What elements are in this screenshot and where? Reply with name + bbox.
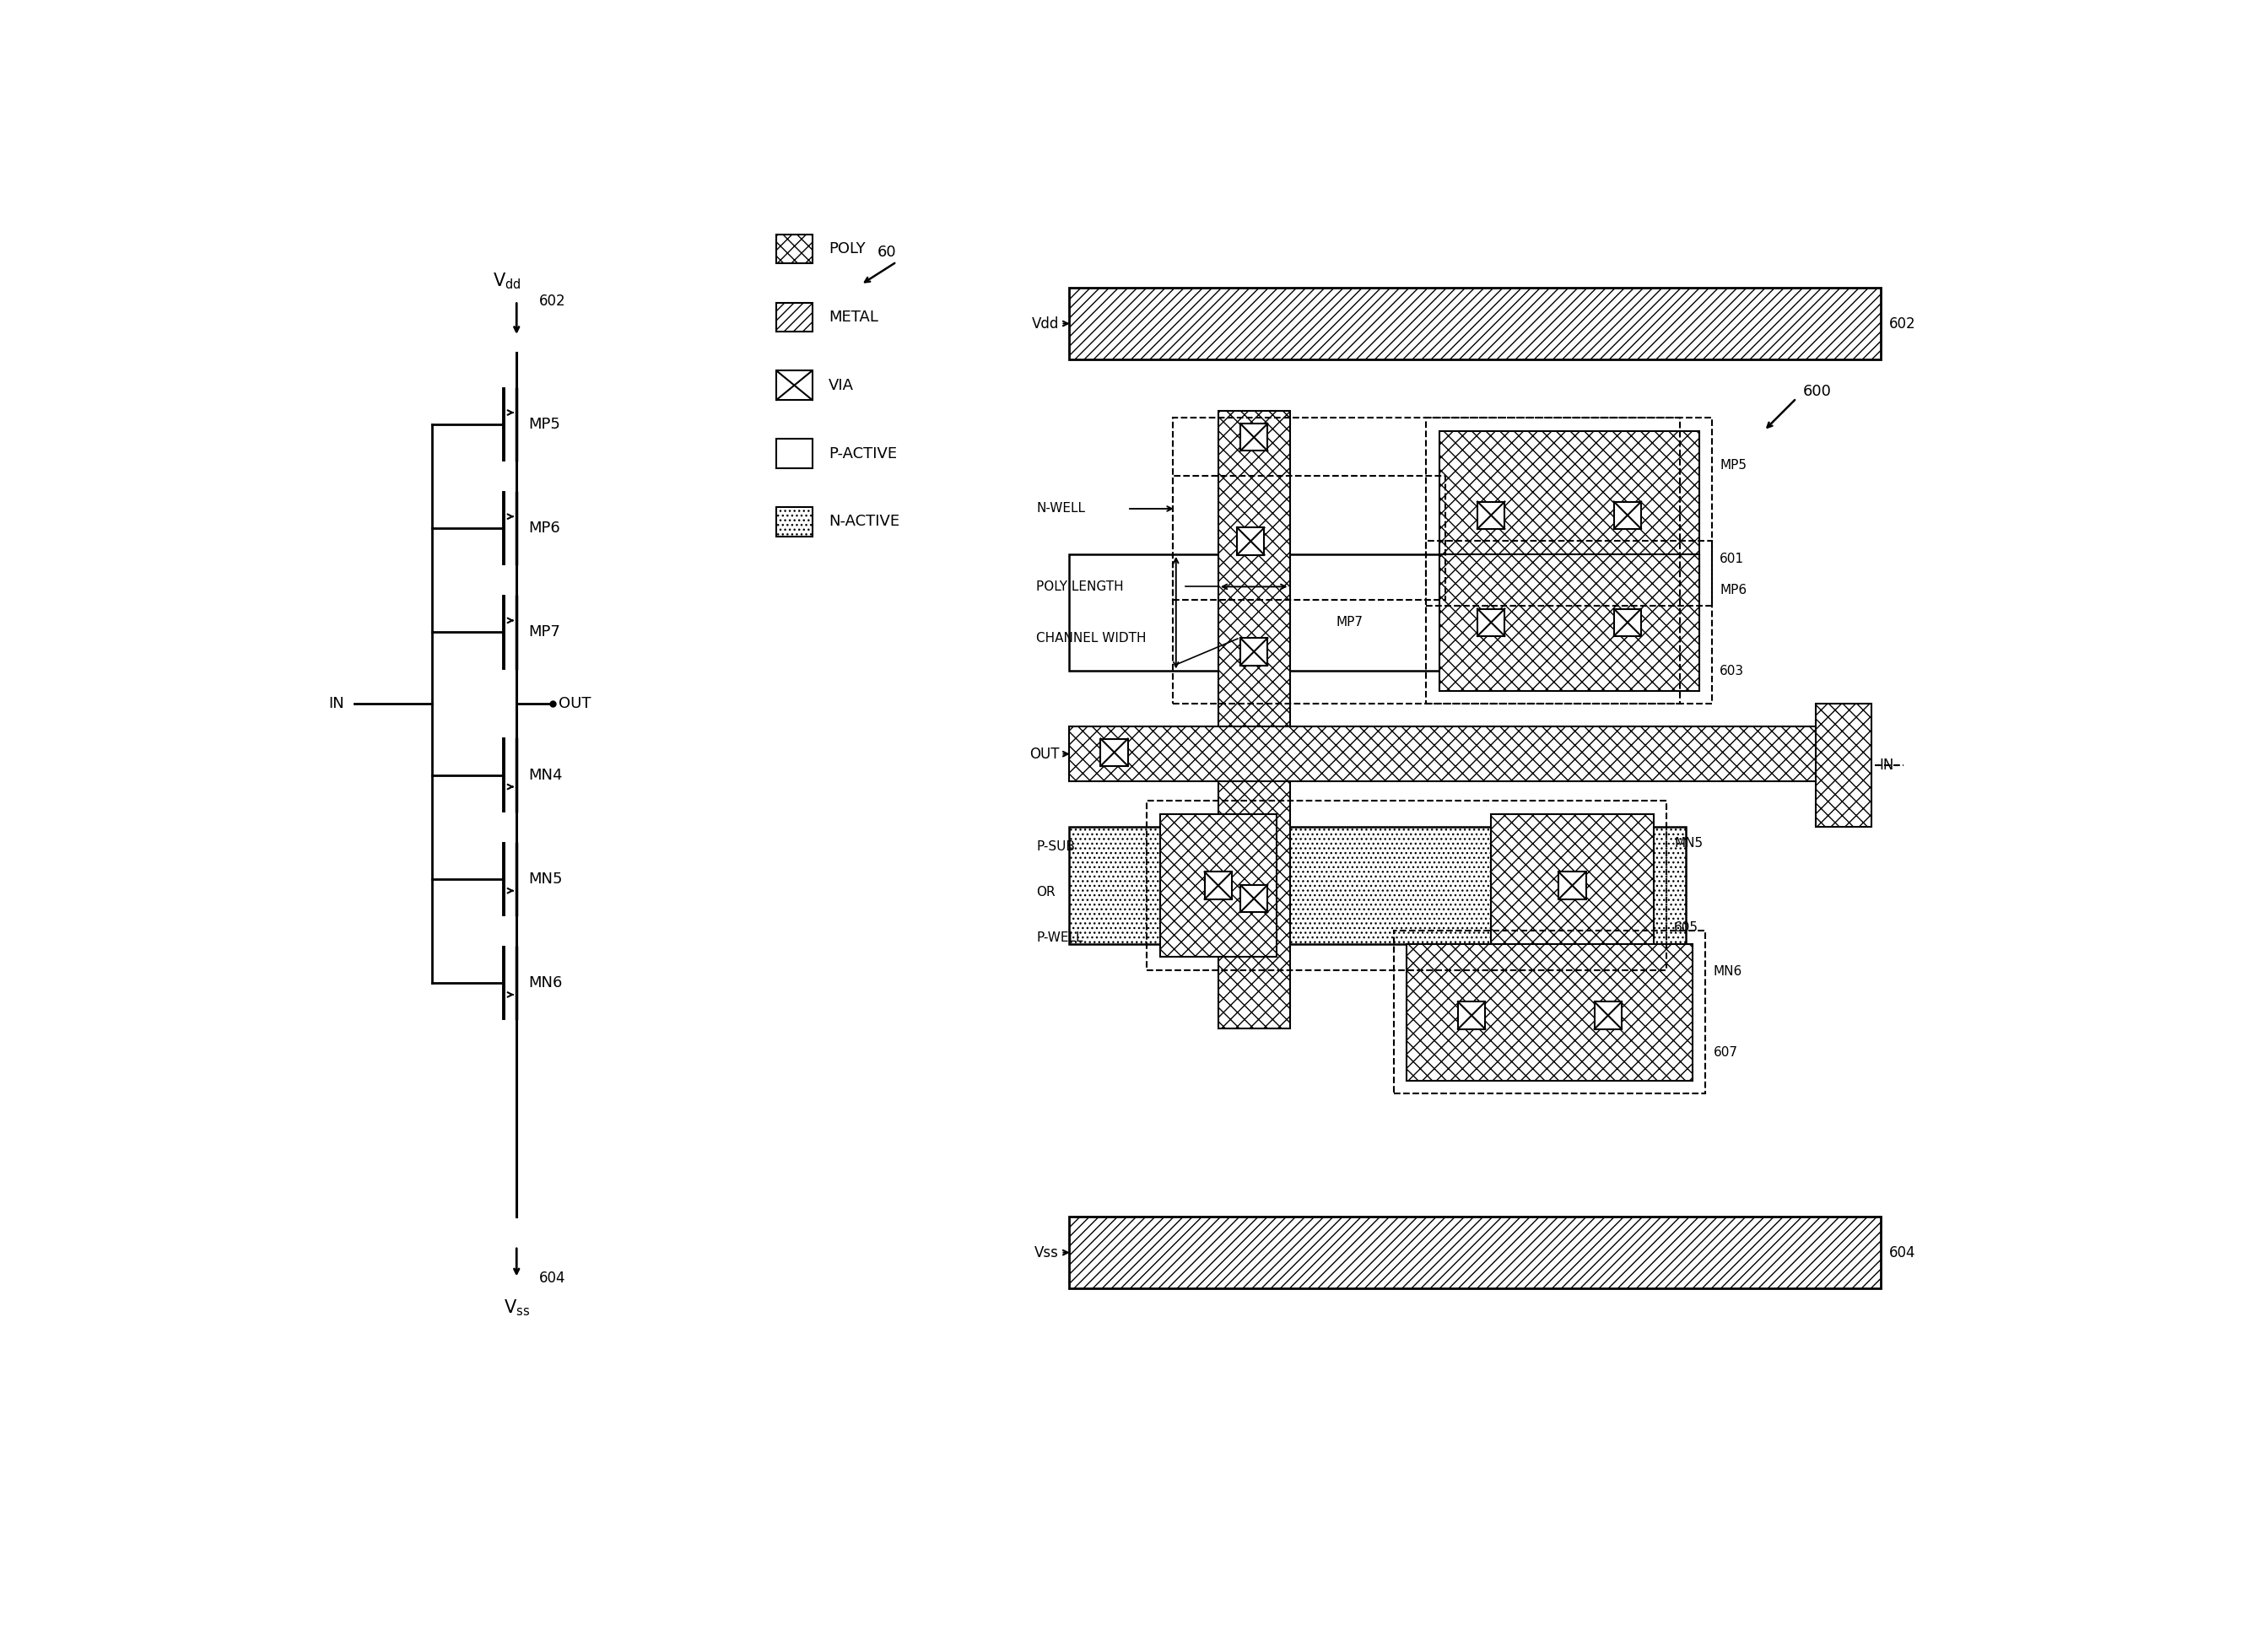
Text: P-WELL: P-WELL [1036,931,1084,944]
Bar [1241,424,1268,452]
Bar [1440,430,1699,593]
Bar [1204,872,1232,900]
Text: OR: OR [1036,885,1055,898]
Bar [1476,502,1504,528]
Text: MN6: MN6 [528,975,562,991]
Bar [1476,608,1504,636]
Text: MP5: MP5 [1719,458,1746,471]
Bar [776,370,812,399]
Text: 60: 60 [878,245,896,259]
Text: MN5: MN5 [1674,836,1703,849]
Bar [1558,872,1585,900]
Text: MN5: MN5 [528,872,562,887]
Bar [776,438,812,468]
Bar [1427,541,1712,704]
Bar [1218,411,1290,1029]
Bar [1068,727,1862,781]
Bar [1817,704,1871,826]
Text: V$_{\mathsf{ss}}$: V$_{\mathsf{ss}}$ [503,1297,531,1319]
Text: MN4: MN4 [528,768,562,782]
Text: 604: 604 [540,1271,567,1286]
Text: MN6: MN6 [1712,965,1742,978]
Bar [1427,417,1712,606]
Bar [1100,738,1127,766]
Bar [1241,637,1268,665]
Text: P-ACTIVE: P-ACTIVE [828,447,896,461]
Text: 605: 605 [1674,921,1699,934]
Bar [1068,826,1685,944]
Bar [1148,800,1667,970]
Text: MP7: MP7 [1336,616,1363,629]
Bar [1490,813,1653,957]
Bar [1615,608,1642,636]
Bar [1393,931,1706,1094]
Bar [1159,813,1277,957]
Bar [1615,502,1642,528]
Text: 603: 603 [1719,665,1744,678]
Text: MN4: MN4 [1241,931,1268,944]
Bar [1241,885,1268,913]
Text: V$_{\mathsf{dd}}$: V$_{\mathsf{dd}}$ [492,271,522,292]
Bar [776,507,812,536]
Text: 602: 602 [1889,316,1916,331]
Text: Vss: Vss [1034,1245,1059,1260]
Bar [1594,1002,1622,1029]
Bar [1440,554,1699,691]
Text: 602: 602 [540,293,567,308]
Text: 604: 604 [1889,1245,1914,1260]
Text: 607: 607 [1712,1046,1737,1060]
Text: METAL: METAL [828,310,878,324]
Bar [1406,944,1692,1081]
Text: CHANNEL WIDTH: CHANNEL WIDTH [1036,632,1145,645]
Text: POLY LENGTH: POLY LENGTH [1036,580,1123,593]
Text: 600: 600 [1803,385,1833,399]
Text: MP6: MP6 [1719,584,1746,597]
Bar [1068,289,1880,359]
Text: MP5: MP5 [528,417,560,432]
Text: P-SUB: P-SUB [1036,839,1075,852]
Text: MP7: MP7 [528,624,560,639]
Text: IN: IN [329,696,345,711]
Text: MP6: MP6 [528,520,560,536]
Bar [1173,476,1445,600]
Bar [1068,1218,1880,1288]
Bar [1068,554,1685,672]
Text: 601: 601 [1719,553,1744,566]
Text: POLY: POLY [828,241,864,256]
Text: OUT: OUT [1030,747,1059,761]
Bar [776,303,812,331]
Text: N-ACTIVE: N-ACTIVE [828,513,900,530]
Bar [776,235,812,264]
Bar [1236,528,1263,554]
Text: IN: IN [1878,758,1894,773]
Bar [1173,417,1681,704]
Bar [1458,1002,1486,1029]
Text: Vdd: Vdd [1032,316,1059,331]
Text: N-WELL: N-WELL [1036,502,1086,515]
Text: VIA: VIA [828,378,853,393]
Text: OUT: OUT [558,696,592,711]
